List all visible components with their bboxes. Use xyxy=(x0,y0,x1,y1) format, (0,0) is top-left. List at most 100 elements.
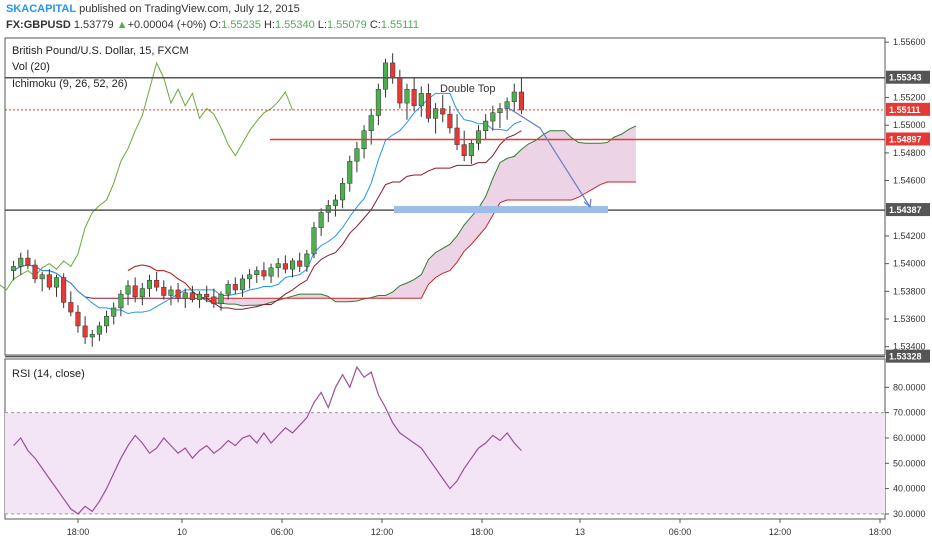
candle-body xyxy=(325,205,331,213)
price-tag-label: 1.55111 xyxy=(889,105,921,115)
candle-body xyxy=(475,130,482,144)
rsi-y-tick-label: 70.0000 xyxy=(893,408,926,418)
candle-body xyxy=(11,266,17,271)
candle-body xyxy=(433,108,439,119)
x-tick-label: 18:00 xyxy=(67,527,90,537)
candle-body xyxy=(53,277,60,288)
candle-body xyxy=(175,289,181,299)
publisher-name[interactable]: SKACAPITAL xyxy=(6,3,77,15)
rsi-band xyxy=(5,412,885,514)
up-arrow-icon: ▲ xyxy=(116,19,128,31)
symbol[interactable]: FX:GBPUSD xyxy=(6,19,71,31)
candle-body xyxy=(168,289,174,296)
candle-body xyxy=(25,257,31,266)
candle-body xyxy=(511,91,517,102)
candle-body xyxy=(304,253,310,267)
candle-body xyxy=(332,199,338,206)
candle-body xyxy=(454,127,460,145)
price-tag xyxy=(886,70,930,84)
y-tick-label: 1.53600 xyxy=(893,314,926,324)
candle-body xyxy=(261,270,267,277)
published-text: published on TradingView.com, July 12, 2… xyxy=(76,3,300,15)
low-label: L: xyxy=(317,19,327,31)
candle-body xyxy=(497,108,503,114)
candle-body xyxy=(225,284,231,295)
x-tick-label: 10 xyxy=(177,527,187,537)
candle-body xyxy=(347,160,353,184)
price-tag xyxy=(886,349,930,363)
candle-body xyxy=(461,144,467,156)
candle-body xyxy=(218,293,224,305)
candle-body xyxy=(211,296,217,305)
high-value: 1.55340 xyxy=(274,19,315,31)
candle-body xyxy=(247,274,253,280)
candle-body xyxy=(189,292,195,300)
candle-body xyxy=(382,62,389,90)
rsi-y-tick-label: 80.0000 xyxy=(893,382,926,392)
candle-body xyxy=(204,293,210,298)
price-tag-label: 1.54897 xyxy=(889,134,922,144)
x-tick-label: 18:00 xyxy=(471,527,494,537)
candle-body xyxy=(297,260,303,267)
candle-body xyxy=(468,142,474,156)
candle-body xyxy=(425,93,431,119)
rsi-y-tick-label: 50.0000 xyxy=(893,458,926,468)
candle-body xyxy=(318,212,324,228)
target-zone-bar xyxy=(394,206,608,214)
candle-body xyxy=(125,285,131,295)
y-tick-label: 1.54200 xyxy=(893,231,926,241)
close-value: 1.55111 xyxy=(380,19,419,31)
pane-title: British Pound/U.S. Dollar, 15, FXCM xyxy=(12,45,189,57)
candle-body xyxy=(447,113,453,129)
candle-body xyxy=(68,302,74,313)
candle-body xyxy=(82,325,88,338)
candle-body xyxy=(61,277,67,303)
x-tick-label: 06:00 xyxy=(271,527,294,537)
candle-body xyxy=(483,120,489,131)
candle-body xyxy=(490,112,496,122)
candle-body xyxy=(504,101,510,109)
candle-body xyxy=(154,279,160,288)
candle-body xyxy=(111,307,117,317)
candle-body xyxy=(239,278,246,291)
quote-line: FX:GBPUSD 1.53779 ▲+0.00004 (+0%) O:1.55… xyxy=(6,19,419,31)
low-value: 1.55079 xyxy=(326,19,367,31)
x-tick-label: 12:00 xyxy=(769,527,792,537)
y-tick-label: 1.55600 xyxy=(893,37,926,47)
base-line xyxy=(13,130,522,310)
rsi-y-tick-label: 60.0000 xyxy=(893,433,926,443)
candle-body xyxy=(390,62,396,79)
candle-body xyxy=(404,88,410,104)
candle-body xyxy=(18,257,24,267)
y-tick-label: 1.55000 xyxy=(893,120,926,130)
candle-body xyxy=(440,108,446,115)
price-tag-label: 1.55343 xyxy=(889,73,922,83)
candle-body xyxy=(411,88,417,107)
volume-label: Vol (20) xyxy=(12,61,50,73)
candle-body xyxy=(146,279,153,289)
close-label: C: xyxy=(369,19,381,31)
candle-body xyxy=(139,288,145,298)
publisher-line: SKACAPITAL published on TradingView.com,… xyxy=(6,3,300,15)
lagging-span-line xyxy=(0,61,293,291)
ichimoku-cloud xyxy=(128,125,636,306)
price-change: +0.00004 (+0%) xyxy=(127,19,207,31)
arrow-head-icon xyxy=(583,198,592,209)
candle-body xyxy=(354,148,360,162)
x-tick-label: 06:00 xyxy=(669,527,692,537)
rsi-y-tick-label: 30.0000 xyxy=(893,509,926,519)
ichimoku-label: Ichimoku (9, 26, 52, 26) xyxy=(12,78,128,90)
candle-body xyxy=(275,263,281,269)
candle-body xyxy=(32,264,38,280)
candle-body xyxy=(104,315,110,327)
y-tick-label: 1.54800 xyxy=(893,148,926,158)
candle-body xyxy=(268,267,274,277)
candle-body xyxy=(89,333,95,338)
x-tick-label: 18:00 xyxy=(869,527,892,537)
y-tick-label: 1.54600 xyxy=(893,176,926,186)
candle-body xyxy=(340,183,346,201)
last-price: 1.53779 xyxy=(73,19,114,31)
x-tick-label: 12:00 xyxy=(371,527,394,537)
